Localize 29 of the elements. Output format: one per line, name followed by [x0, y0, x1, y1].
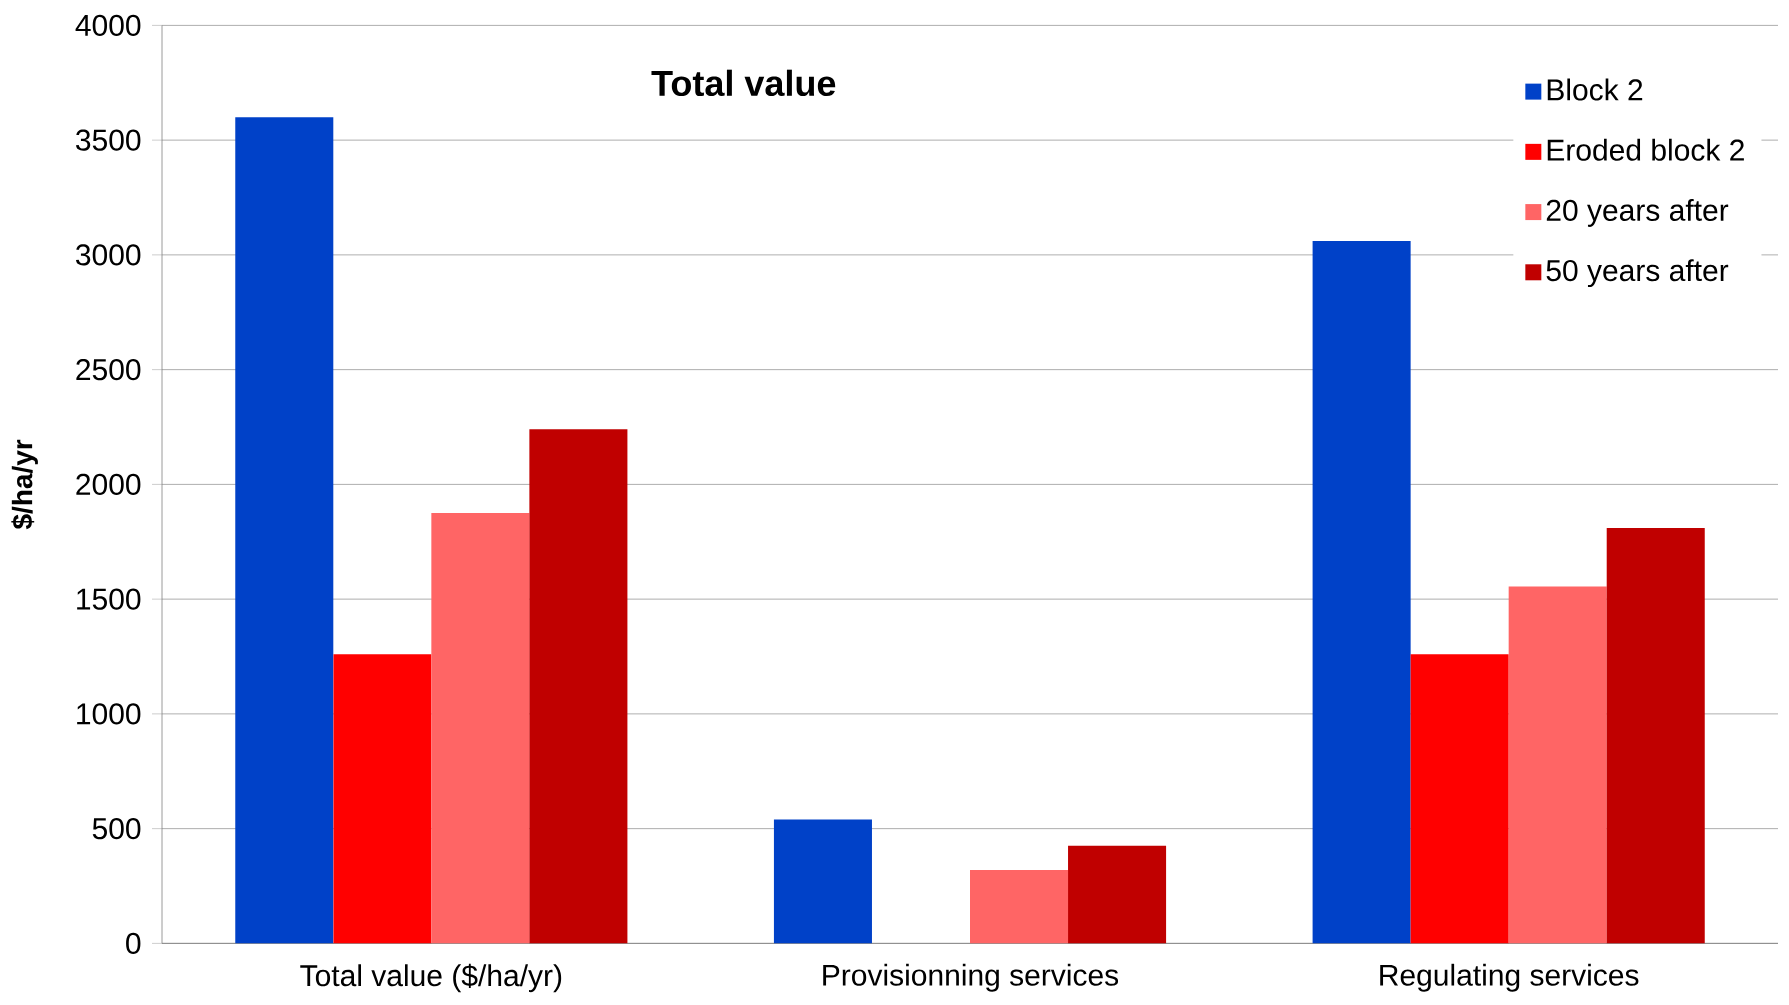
bar	[1068, 845, 1167, 944]
x-tick-label: Provisionning services	[823, 963, 1119, 992]
legend-label: 20 years after	[1546, 198, 1729, 227]
bar	[529, 429, 628, 944]
x-tick-label: Total value ($/ha/yr)	[300, 963, 562, 993]
y-tick-label: 500	[92, 818, 141, 840]
y-tick-label: 2000	[76, 473, 141, 495]
bar	[1312, 241, 1411, 944]
bar	[431, 513, 530, 944]
bar	[1410, 654, 1509, 944]
y-tick-label: 1000	[77, 703, 141, 725]
y-tick-label: 1500	[77, 588, 141, 610]
x-tick-label: Regulating services	[1380, 963, 1639, 992]
y-tick-label: 4000	[75, 14, 141, 36]
bar	[773, 819, 872, 944]
y-axis-title: $/ha/yr	[11, 439, 38, 530]
y-tick-label: 3500	[76, 129, 141, 151]
legend-label: Block 2	[1547, 78, 1643, 101]
legend-label: Eroded block 2	[1547, 138, 1744, 161]
bar	[970, 869, 1069, 944]
text: Total value	[651, 69, 836, 97]
y-tick-label: 2500	[76, 359, 141, 381]
y-tick-label: 3000	[76, 244, 141, 266]
legend-label: 50 years after	[1546, 259, 1729, 288]
bar	[235, 117, 334, 944]
bar	[1508, 586, 1607, 944]
y-tick-label: 0	[126, 932, 141, 954]
bar	[1606, 527, 1705, 944]
bar	[333, 654, 432, 944]
